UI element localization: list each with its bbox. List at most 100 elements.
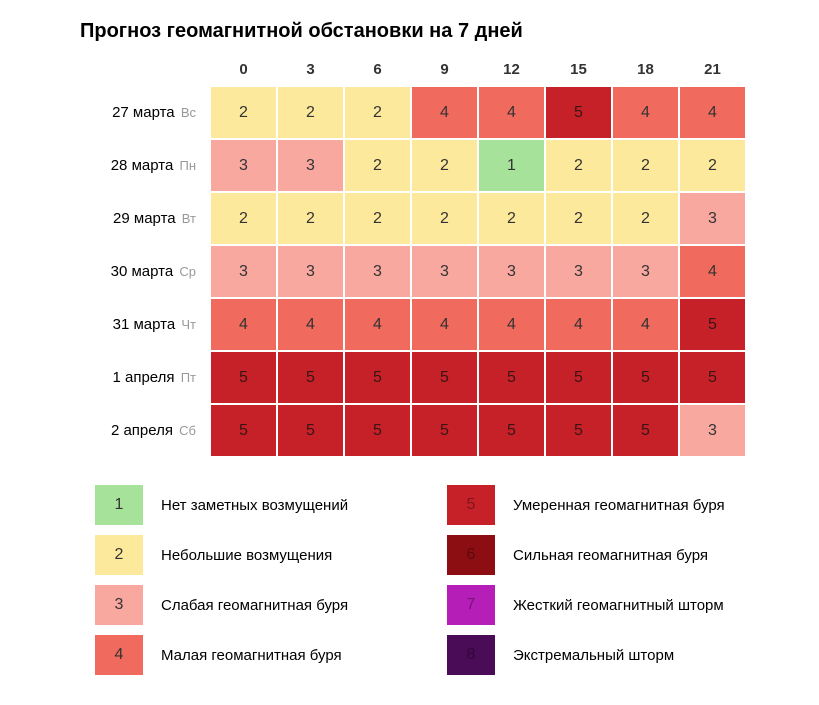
row-date: 2 апреля [111,422,173,439]
heatmap-cell: 4 [210,298,277,351]
row-dow: Чт [181,317,196,332]
data-row: 2 апреля Сб55555553 [40,404,779,457]
heatmap-cell: 3 [478,245,545,298]
heatmap-cell: 5 [277,351,344,404]
row-dow: Пн [179,158,196,173]
legend-label: Экстремальный шторм [513,647,674,664]
heatmap-cell: 2 [612,192,679,245]
heatmap-cell: 3 [545,245,612,298]
data-row: 29 марта Вт22222223 [40,192,779,245]
heatmap-cell: 3 [612,245,679,298]
heatmap-cell: 4 [277,298,344,351]
heatmap-cell: 4 [478,86,545,139]
data-row: 31 марта Чт44444445 [40,298,779,351]
heatmap-cell: 2 [210,192,277,245]
legend-swatch: 8 [447,635,495,675]
hour-header: 6 [344,61,411,78]
heatmap-cell: 3 [210,245,277,298]
row-date-label: 28 марта Пн [40,157,210,174]
legend-label: Малая геомагнитная буря [161,647,342,664]
legend-label: Небольшие возмущения [161,547,332,564]
heatmap-cell: 3 [344,245,411,298]
legend-item: 7Жесткий геомагнитный шторм [447,585,779,625]
legend-label: Слабая геомагнитная буря [161,597,348,614]
heatmap-cell: 2 [545,192,612,245]
heatmap-cell: 2 [545,139,612,192]
hour-header: 21 [679,61,746,78]
heatmap-cell: 1 [478,139,545,192]
legend-item: 1 Нет заметных возмущений [95,485,427,525]
legend-row: 2Небольшие возмущения6Сильная геомагнитн… [95,535,779,575]
row-date-label: 31 марта Чт [40,316,210,333]
legend: 1 Нет заметных возмущений 5Умеренная геома… [95,485,779,685]
heatmap-cell: 4 [478,298,545,351]
hour-header: 9 [411,61,478,78]
legend-label: Сильная геомагнитная буря [513,547,708,564]
hour-header: 15 [545,61,612,78]
heatmap-cell: 4 [411,298,478,351]
heatmap-cell: 2 [344,192,411,245]
legend-swatch: 3 [95,585,143,625]
legend-swatch: 4 [95,635,143,675]
heatmap-cell: 5 [679,298,746,351]
row-dow: Ср [179,264,196,279]
heatmap-cell: 2 [679,139,746,192]
row-date-label: 27 марта Вс [40,104,210,121]
row-date: 30 марта [111,263,174,280]
legend-item: 2 Небольшие возмущения [95,535,427,575]
legend-item: 3 Слабая геомагнитная буря [95,585,427,625]
row-date-label: 30 марта Ср [40,263,210,280]
heatmap-cell: 5 [478,404,545,457]
heatmap-cell: 2 [478,192,545,245]
heatmap-cell: 4 [679,245,746,298]
row-date: 28 марта [111,157,174,174]
legend-item: 4 Малая геомагнитная буря [95,635,427,675]
heatmap-cell: 5 [478,351,545,404]
chart-title: Прогноз геомагнитной обстановки на 7 дне… [80,20,779,43]
heatmap-cell: 4 [545,298,612,351]
heatmap-cell: 2 [612,139,679,192]
hour-header: 0 [210,61,277,78]
legend-swatch: 1 [95,485,143,525]
legend-item: 5Умеренная геомагнитная буря [447,485,779,525]
heatmap-cell: 4 [411,86,478,139]
heatmap-cell: 2 [344,139,411,192]
heatmap-cell: 3 [277,245,344,298]
heatmap-cell: 2 [277,86,344,139]
heatmap-cell: 4 [679,86,746,139]
heatmap-cell: 2 [411,139,478,192]
legend-swatch: 2 [95,535,143,575]
row-date-label: 29 марта Вт [40,210,210,227]
heatmap-cell: 5 [277,404,344,457]
row-dow: Вс [181,105,196,120]
hour-header: 18 [612,61,679,78]
row-date: 31 марта [113,316,176,333]
legend-row: 3 Слабая геомагнитная буря 7Жесткий геомаг… [95,585,779,625]
legend-label: Нет заметных возмущений [161,497,348,514]
legend-row: 1 Нет заметных возмущений 5Умеренная геома… [95,485,779,525]
heatmap-cell: 3 [411,245,478,298]
heatmap-cell: 2 [411,192,478,245]
row-dow: Вт [182,211,196,226]
data-row: 27 марта Вс22244544 [40,86,779,139]
heatmap-cell: 5 [545,351,612,404]
row-dow: Сб [179,423,196,438]
legend-item: 8 Экстремальный шторм [447,635,779,675]
legend-row: 4 Малая геомагнитная буря 8 Экстремальный ш… [95,635,779,675]
heatmap-cell: 5 [679,351,746,404]
heatmap-cell: 5 [210,351,277,404]
data-row: 1 апреля Пт55555555 [40,351,779,404]
legend-swatch: 7 [447,585,495,625]
heatmap-cell: 3 [277,139,344,192]
row-date-label: 1 апреля Пт [40,369,210,386]
row-date: 1 апреля [112,369,174,386]
heatmap-cell: 2 [277,192,344,245]
heatmap-cell: 3 [210,139,277,192]
heatmap-cell: 5 [612,351,679,404]
row-date: 27 марта [112,104,175,121]
heatmap-cell: 5 [545,404,612,457]
heatmap-cell: 5 [612,404,679,457]
hour-header: 12 [478,61,545,78]
heatmap-cell: 5 [344,404,411,457]
row-date: 29 марта [113,210,176,227]
